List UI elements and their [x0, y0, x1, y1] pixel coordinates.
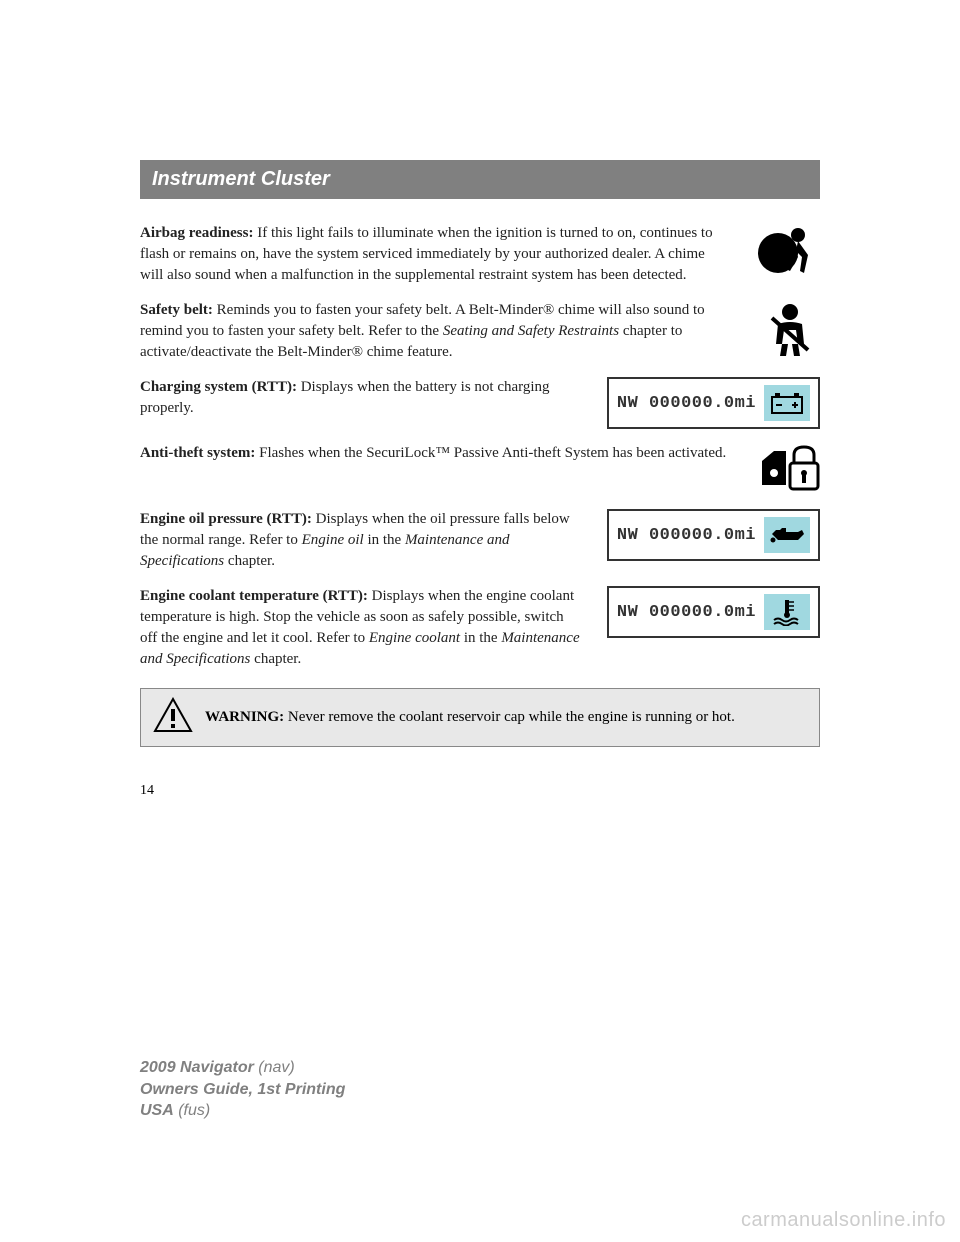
- section-coolant: Engine coolant temperature (RTT): Displa…: [140, 586, 820, 670]
- coolant-body3: chapter.: [250, 651, 301, 667]
- rtt-display-coolant: NW 000000.0mi: [617, 603, 756, 622]
- page-content: Instrument Cluster Airbag readiness: If …: [0, 0, 960, 839]
- warning-body: Never remove the coolant reservoir cap w…: [284, 709, 735, 725]
- safetybelt-bold: Safety belt:: [140, 302, 213, 318]
- section-airbag: Airbag readiness: If this light fails to…: [140, 223, 820, 286]
- airbag-icon: [750, 223, 820, 279]
- header-bar: Instrument Cluster: [140, 160, 820, 199]
- header-title: Instrument Cluster: [152, 168, 330, 190]
- warning-icon: [153, 697, 193, 738]
- airbag-bold: Airbag readiness:: [140, 225, 253, 241]
- oil-body2: in the: [364, 532, 405, 548]
- coolant-bold: Engine coolant temperature (RTT):: [140, 588, 368, 604]
- safetybelt-icon: [760, 300, 820, 360]
- section-oil: Engine oil pressure (RTT): Displays when…: [140, 509, 820, 572]
- warning-text: WARNING: Never remove the coolant reserv…: [205, 707, 735, 727]
- footer-region-paren: (fus): [174, 1102, 210, 1119]
- oil-italic1: Engine oil: [302, 532, 364, 548]
- coolant-icon: [764, 594, 810, 630]
- safetybelt-italic: Seating and Safety Restraints: [443, 323, 619, 339]
- footer-guide: Owners Guide, 1st Printing: [140, 1079, 345, 1101]
- antitheft-text: Anti-theft system: Flashes when the Secu…: [140, 443, 732, 464]
- coolant-rtt: NW 000000.0mi: [607, 586, 820, 638]
- footer-model: 2009 Navigator: [140, 1059, 254, 1076]
- footer-region: USA: [140, 1102, 174, 1119]
- coolant-italic1: Engine coolant: [369, 630, 460, 646]
- oil-rtt: NW 000000.0mi: [607, 509, 820, 561]
- battery-icon: [764, 385, 810, 421]
- oil-body3: chapter.: [224, 553, 275, 569]
- charging-text: Charging system (RTT): Displays when the…: [140, 377, 583, 419]
- oil-bold: Engine oil pressure (RTT):: [140, 511, 312, 527]
- section-charging: Charging system (RTT): Displays when the…: [140, 377, 820, 429]
- airbag-text: Airbag readiness: If this light fails to…: [140, 223, 726, 286]
- rtt-display-oil: NW 000000.0mi: [617, 526, 756, 545]
- page-number: 14: [140, 783, 820, 799]
- footer-model-paren: (nav): [254, 1059, 295, 1076]
- rtt-box-charging: NW 000000.0mi: [607, 377, 820, 429]
- charging-bold: Charging system (RTT):: [140, 379, 297, 395]
- watermark: carmanualsonline.info: [741, 1209, 946, 1232]
- oil-text: Engine oil pressure (RTT): Displays when…: [140, 509, 583, 572]
- coolant-body2: in the: [460, 630, 501, 646]
- warning-bold: WARNING:: [205, 709, 284, 725]
- charging-rtt: NW 000000.0mi: [607, 377, 820, 429]
- rtt-box-coolant: NW 000000.0mi: [607, 586, 820, 638]
- antitheft-bold: Anti-theft system:: [140, 445, 255, 461]
- safetybelt-text: Safety belt: Reminds you to fasten your …: [140, 300, 736, 363]
- rtt-box-oil: NW 000000.0mi: [607, 509, 820, 561]
- antitheft-body: Flashes when the SecuriLock™ Passive Ant…: [255, 445, 726, 461]
- section-antitheft: Anti-theft system: Flashes when the Secu…: [140, 443, 820, 495]
- section-safetybelt: Safety belt: Reminds you to fasten your …: [140, 300, 820, 363]
- rtt-display-charging: NW 000000.0mi: [617, 394, 756, 413]
- oil-icon: [764, 517, 810, 553]
- warning-box: WARNING: Never remove the coolant reserv…: [140, 688, 820, 747]
- coolant-text: Engine coolant temperature (RTT): Displa…: [140, 586, 583, 670]
- footer: 2009 Navigator (nav) Owners Guide, 1st P…: [140, 1057, 345, 1122]
- antitheft-icon: [756, 443, 820, 495]
